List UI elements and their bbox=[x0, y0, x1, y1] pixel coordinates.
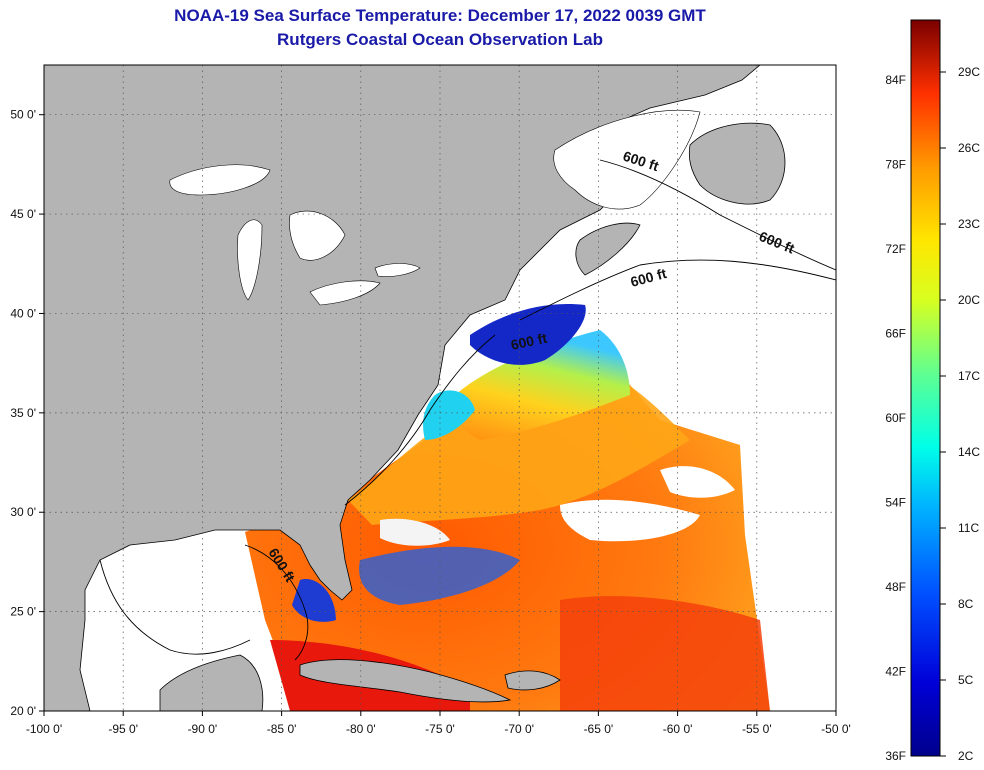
colorbar-f-label: 84F bbox=[885, 73, 906, 87]
lon-tick-label: -70 0' bbox=[504, 722, 534, 736]
depth-contours bbox=[99, 159, 836, 661]
colorbar-c-label: 8C bbox=[958, 597, 974, 611]
colorbar-c-label: 14C bbox=[958, 445, 980, 459]
lon-tick-label: -100 0' bbox=[26, 722, 62, 736]
yucatan-peninsula bbox=[159, 654, 264, 711]
lon-tick-label: -50 0' bbox=[821, 722, 851, 736]
colorbar-c-label: 29C bbox=[958, 65, 980, 79]
contour-line bbox=[519, 259, 836, 321]
lon-tick-label: -55 0' bbox=[742, 722, 772, 736]
lake-superior bbox=[169, 164, 271, 196]
lat-tick-label: 20 0' bbox=[10, 704, 36, 718]
lat-tick-label: 45 0' bbox=[10, 207, 36, 221]
graticule bbox=[44, 65, 836, 711]
colorbar-fahrenheit-labels: 84F 78F 72F 66F 60F 54F 48F 42F 36F bbox=[885, 73, 906, 763]
lon-tick-label: -65 0' bbox=[584, 722, 614, 736]
colorbar-c-label: 17C bbox=[958, 369, 980, 383]
land bbox=[44, 65, 786, 711]
lake-ontario bbox=[374, 263, 421, 277]
cloud-gap bbox=[660, 466, 735, 498]
sst-cool-bahamas bbox=[359, 546, 520, 605]
colorbar-f-label: 72F bbox=[885, 242, 906, 256]
sst-cold-shelf-water bbox=[470, 304, 586, 365]
lat-tick-label: 30 0' bbox=[10, 505, 36, 519]
colorbar-c-label: 20C bbox=[958, 293, 980, 307]
cloud-gap bbox=[380, 518, 450, 546]
contour-line bbox=[344, 334, 496, 506]
colorbar-f-label: 60F bbox=[885, 411, 906, 425]
contour-line bbox=[99, 559, 251, 655]
lake-huron bbox=[289, 210, 346, 261]
cuba bbox=[299, 659, 512, 703]
longitude-axis: -100 0' -95 0' -90 0' -85 0' -80 0' -75 0' -70… bbox=[26, 711, 851, 736]
sst-gulf-stream-band bbox=[348, 370, 690, 525]
cloud-gap bbox=[560, 499, 700, 542]
sst-cool-nearshore bbox=[423, 390, 475, 440]
colorbar-c-label: 11C bbox=[958, 521, 979, 535]
contour-line bbox=[599, 159, 836, 271]
map-subtitle: Rutgers Coastal Ocean Observation Lab bbox=[277, 30, 603, 49]
lon-tick-label: -60 0' bbox=[663, 722, 693, 736]
colorbar bbox=[910, 19, 941, 757]
colorbar-f-label: 78F bbox=[885, 158, 906, 172]
lon-tick-label: -75 0' bbox=[425, 722, 455, 736]
newfoundland bbox=[688, 122, 786, 205]
colorbar-f-label: 54F bbox=[885, 496, 906, 510]
lat-tick-label: 40 0' bbox=[10, 306, 36, 320]
sst-cool-patch bbox=[292, 579, 336, 622]
hispaniola bbox=[504, 670, 561, 691]
latitude-axis: 20 0' 25 0' 30 0' 35 0' 40 0' 45 0' 50 0' bbox=[10, 108, 44, 718]
map-title: NOAA-19 Sea Surface Temperature: Decembe… bbox=[174, 6, 706, 25]
contour-label: 600 ft bbox=[509, 330, 548, 353]
lon-tick-label: -90 0' bbox=[188, 722, 218, 736]
contour-line bbox=[244, 544, 309, 661]
lat-tick-label: 25 0' bbox=[10, 605, 36, 619]
colorbar-c-label: 2C bbox=[958, 749, 974, 763]
lat-tick-label: 50 0' bbox=[10, 108, 36, 122]
colorbar-c-label: 26C bbox=[958, 141, 980, 155]
colorbar-f-label: 66F bbox=[885, 327, 906, 341]
lon-tick-label: -85 0' bbox=[267, 722, 297, 736]
colorbar-f-label: 48F bbox=[885, 580, 906, 594]
colorbar-f-label: 36F bbox=[885, 749, 906, 763]
colorbar-celsius-labels: 29C 26C 23C 20C 17C 14C 11C 8C 5C 2C bbox=[940, 65, 980, 763]
colorbar-f-label: 42F bbox=[885, 665, 906, 679]
nova-scotia bbox=[575, 222, 641, 276]
lake-michigan bbox=[237, 219, 263, 301]
lat-tick-label: 35 0' bbox=[10, 406, 36, 420]
sst-imagery bbox=[245, 304, 770, 711]
gulf-of-st-lawrence bbox=[553, 110, 701, 210]
lon-tick-label: -80 0' bbox=[346, 722, 376, 736]
sst-hot-atlantic bbox=[560, 596, 770, 711]
colorbar-c-label: 5C bbox=[958, 673, 974, 687]
lake-erie bbox=[309, 280, 381, 306]
colorbar-c-label: 23C bbox=[958, 217, 980, 231]
lon-tick-label: -95 0' bbox=[108, 722, 138, 736]
